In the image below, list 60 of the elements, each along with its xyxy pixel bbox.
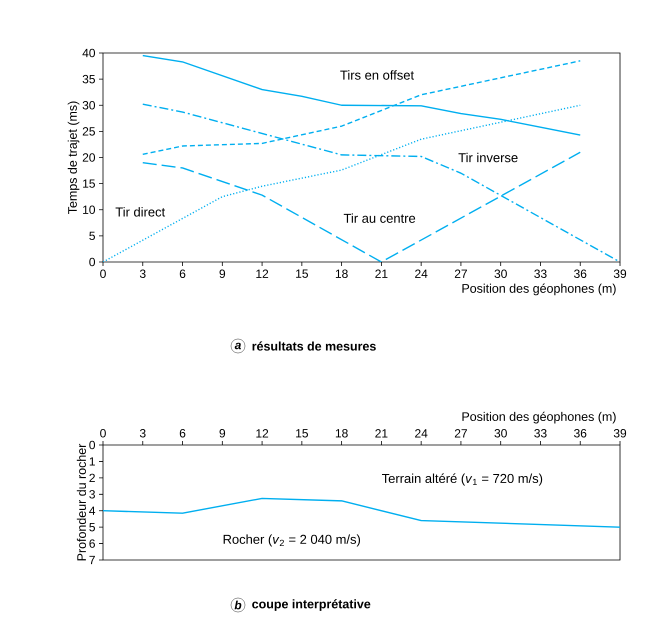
x-axis-title: Position des géophones (m)	[462, 412, 616, 424]
x-tick-label: 30	[494, 429, 507, 438]
x-tick-label: 18	[336, 429, 348, 438]
y-tick-label: 10	[83, 206, 96, 214]
y-tick-label: 1	[90, 457, 95, 466]
text: résultats de mesures	[252, 341, 376, 351]
x-tick-label: 30	[494, 270, 507, 278]
y-tick-label: 7	[89, 556, 95, 564]
x-tick-label: 27	[454, 270, 467, 278]
x-tick-label: 15	[296, 429, 308, 438]
x-tick-label: 36	[574, 429, 586, 438]
annotation: Terrain altéré (v$_{1}$ = 720 m/s)	[382, 473, 542, 486]
x-tick-label: 9	[220, 429, 226, 438]
annotation: Tirs en offset	[340, 70, 414, 80]
y-tick-label: 35	[82, 74, 95, 84]
y-tick-label: 4	[89, 506, 96, 515]
x-tick-label: 21	[375, 270, 388, 278]
x-tick-label: 12	[256, 270, 268, 278]
x-tick-label: 6	[180, 429, 186, 438]
text: a	[234, 342, 241, 350]
x-axis-title: Position des géophones (m)	[462, 284, 616, 296]
x-tick-label: 15	[296, 270, 308, 278]
x-tick-label: 24	[415, 270, 428, 278]
annotation: Tir au centre	[344, 213, 416, 223]
x-tick-label: 36	[574, 270, 586, 278]
x-tick-label: 12	[256, 429, 268, 438]
y-axis-title: Temps de trajet (ms)	[68, 102, 80, 214]
y-tick-label: 0	[89, 440, 96, 450]
line-series	[103, 498, 620, 528]
x-tick-label: 39	[614, 429, 626, 438]
x-tick-label: 33	[534, 270, 547, 278]
text: coupe interprétative	[252, 599, 370, 611]
y-tick-label: 25	[82, 127, 95, 136]
x-tick-label: 3	[140, 429, 146, 438]
annotation: Tir direct	[116, 207, 166, 217]
annotation: Tir inverse	[458, 152, 518, 162]
x-tick-label: 24	[415, 429, 428, 438]
y-tick-label: 3	[89, 490, 95, 499]
x-tick-label: 33	[534, 429, 547, 438]
y-tick-label: 6	[89, 539, 95, 548]
x-tick-label: 3	[140, 270, 146, 278]
x-tick-label: 27	[454, 429, 467, 438]
y-tick-label: 5	[89, 232, 95, 240]
y-tick-label: 5	[89, 522, 95, 532]
y-tick-label: 2	[89, 474, 95, 482]
annotation: Rocher (v$_{2}$ = 2 040 m/s)	[224, 534, 360, 546]
y-tick-label: 30	[82, 101, 96, 110]
y-tick-label: 0	[89, 258, 96, 266]
y-axis-title: Profondeur du rocher	[76, 444, 86, 560]
y-tick-label: 15	[83, 179, 95, 188]
x-tick-label: 6	[180, 270, 186, 278]
x-tick-label: 9	[220, 270, 226, 278]
x-tick-label: 0	[100, 270, 106, 278]
y-tick-label: 40	[82, 48, 96, 58]
x-tick-label: 0	[100, 429, 106, 438]
text: b	[234, 600, 242, 610]
x-tick-label: 39	[614, 270, 626, 278]
x-tick-label: 21	[375, 429, 388, 438]
x-tick-label: 18	[336, 270, 348, 278]
y-tick-label: 20	[82, 153, 96, 162]
